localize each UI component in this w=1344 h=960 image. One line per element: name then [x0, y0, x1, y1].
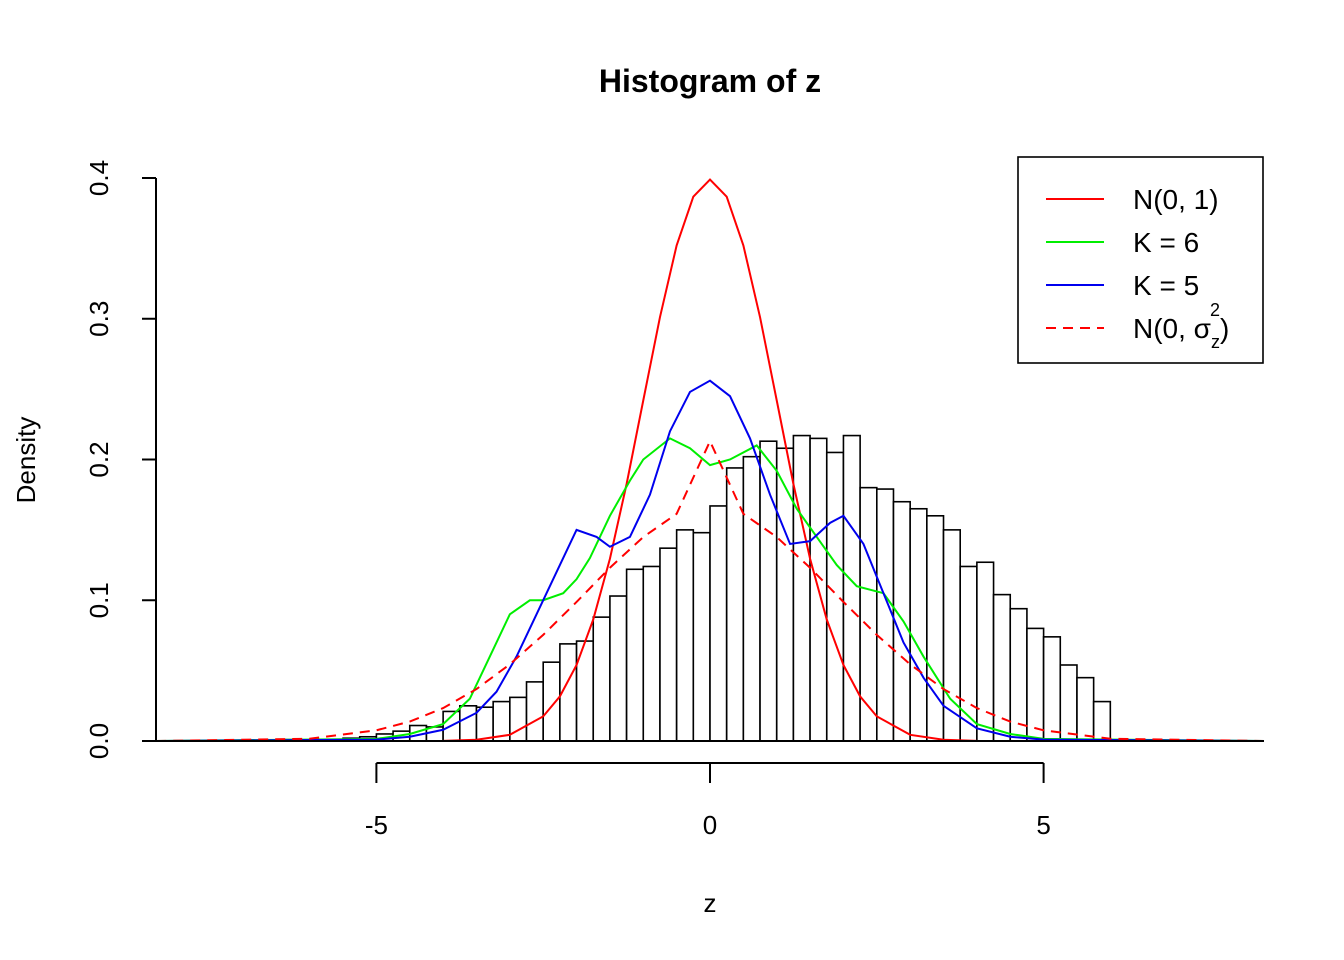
legend-box [1017, 156, 1264, 364]
histogram-bar-39 [926, 514, 945, 742]
y-tick-label-1: 0.1 [84, 582, 114, 618]
histogram-bar-21 [625, 568, 645, 742]
y-tick-label-4: 0.4 [84, 160, 114, 196]
histogram-bar-30 [775, 447, 795, 742]
histogram-bar-28 [742, 455, 761, 742]
histogram-bar-31 [792, 434, 811, 742]
histogram-bar-34 [842, 434, 861, 742]
x-tick-label-2: 5 [1036, 810, 1050, 840]
legend-label-2: K = 5 [1133, 270, 1199, 301]
histogram-bar-25 [692, 531, 711, 742]
histogram-bar-33 [825, 451, 845, 742]
y-axis-label: Density [11, 417, 41, 504]
histogram-bar-16 [542, 661, 561, 742]
histogram-bar-24 [675, 529, 695, 742]
series-line-0 [156, 178, 1264, 742]
histogram-bar-48 [1076, 676, 1095, 742]
histogram-bar-22 [642, 565, 661, 742]
series-line-1 [156, 437, 1264, 742]
axes: 0.0 0.1 0.2 0.3 0.4 -5 0 5 [84, 160, 1264, 840]
histogram-bar-49 [1092, 700, 1112, 742]
histogram-bars [275, 434, 1112, 742]
histogram-bar-44 [1009, 607, 1028, 742]
histogram-bar-26 [709, 505, 728, 742]
y-tick-label-3: 0.3 [84, 301, 114, 337]
histogram-bar-29 [759, 440, 778, 742]
series-line-2 [156, 379, 1264, 742]
x-tick-label-0: -5 [365, 810, 388, 840]
series-line-3 [156, 438, 1264, 742]
histogram-bar-47 [1059, 664, 1078, 742]
chart-title: Histogram of z [599, 63, 821, 99]
histogram-bar-15 [525, 681, 545, 742]
histogram-bar-40 [942, 529, 962, 742]
histogram-bar-19 [592, 616, 611, 742]
legend: N(0, 1)K = 6K = 5N(0, σz2) [1017, 156, 1264, 364]
histogram-bar-11 [458, 705, 478, 742]
legend-label-0: N(0, 1) [1133, 184, 1219, 215]
histogram-bar-45 [1026, 627, 1045, 742]
x-tick-label-1: 0 [703, 810, 717, 840]
legend-label-1: K = 6 [1133, 227, 1199, 258]
histogram-bar-23 [659, 547, 678, 742]
y-tick-label-2: 0.2 [84, 441, 114, 477]
y-tick-label-0: 0.0 [84, 723, 114, 759]
x-axis-label: z [704, 888, 717, 918]
histogram-bar-35 [859, 486, 878, 742]
density-curves [156, 178, 1264, 742]
histogram-bar-46 [1042, 636, 1062, 742]
histogram-bar-12 [475, 706, 494, 742]
histogram-bar-36 [875, 488, 895, 742]
histogram-bar-38 [909, 507, 928, 742]
histogram-bar-20 [609, 595, 628, 742]
